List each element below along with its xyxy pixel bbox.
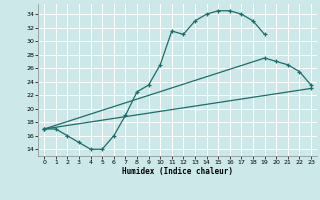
X-axis label: Humidex (Indice chaleur): Humidex (Indice chaleur): [122, 167, 233, 176]
